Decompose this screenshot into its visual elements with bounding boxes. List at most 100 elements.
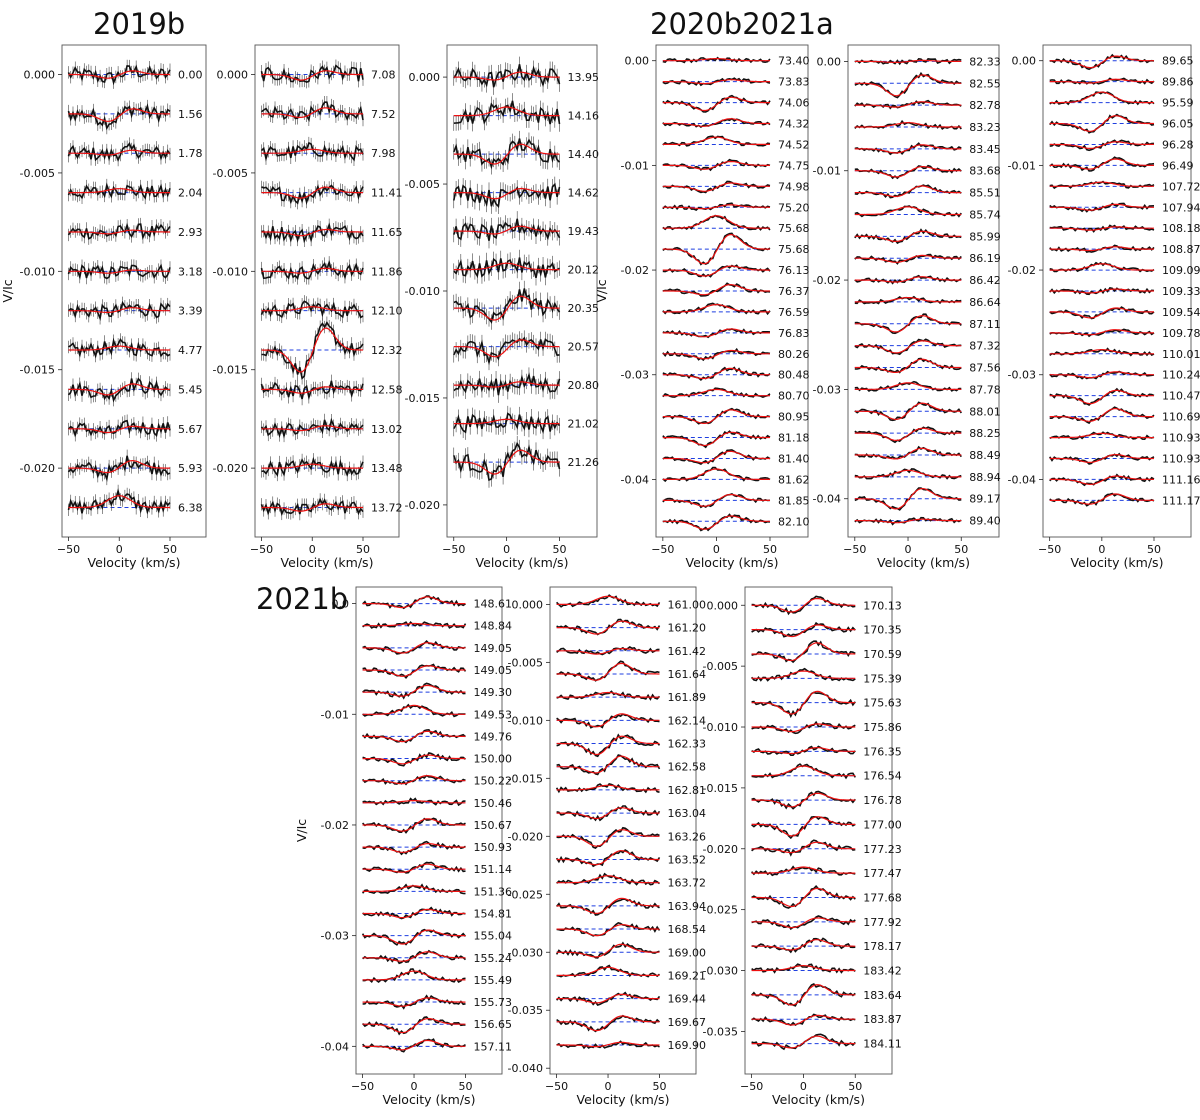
- profile-13.72: 13.72: [260, 493, 403, 521]
- profile-12.58: 12.58: [260, 374, 403, 406]
- profile-label: 163.52: [668, 853, 707, 866]
- profile-label: 175.39: [863, 672, 902, 685]
- observed-profile: [854, 99, 962, 110]
- y-tick-label: -0.005: [405, 178, 440, 191]
- model-fit: [261, 425, 363, 432]
- x-axis-label: Velocity (km/s): [383, 1092, 476, 1107]
- profile-label: 169.00: [668, 946, 707, 959]
- profile-5.45: 5.45: [67, 372, 203, 407]
- y-tick-label: -0.04: [321, 1040, 349, 1053]
- profile-2.93: 2.93: [67, 217, 203, 245]
- profile-label: 109.78: [1162, 327, 1200, 340]
- profile-label: 88.49: [969, 449, 1001, 462]
- profile-86.19: 86.19: [854, 252, 1001, 265]
- model-fit: [1049, 263, 1154, 271]
- model-fit: [751, 670, 856, 679]
- profile-label: 86.19: [969, 252, 1001, 265]
- profile-label: 176.78: [863, 794, 902, 807]
- model-fit: [751, 747, 856, 755]
- y-tick-label: -0.01: [321, 708, 349, 721]
- y-tick-label: -0.015: [20, 364, 55, 377]
- model-fit: [662, 431, 770, 447]
- y-tick-label: -0.025: [508, 888, 543, 901]
- y-tick-label: -0.010: [20, 265, 55, 278]
- profile-168.54: 168.54: [556, 922, 706, 937]
- model-fit: [261, 267, 363, 274]
- observed-profile: [854, 71, 962, 99]
- model-fit: [1049, 288, 1154, 294]
- profile-label: 86.64: [969, 296, 1001, 309]
- observed-profile: [67, 141, 171, 162]
- observed-profile: [260, 380, 364, 401]
- profile-13.02: 13.02: [260, 413, 403, 443]
- observed-profile: [260, 259, 364, 281]
- profile-label: 3.39: [178, 305, 203, 318]
- profile-label: 11.65: [371, 226, 403, 239]
- model-fit: [362, 665, 466, 677]
- model-fit: [261, 148, 363, 154]
- profile-label: 80.95: [778, 411, 810, 424]
- model-fit: [556, 691, 660, 698]
- profile-111.17: 111.17: [1049, 492, 1200, 507]
- y-tick-label: -0.005: [703, 660, 738, 673]
- profile-76.13: 76.13: [662, 264, 810, 278]
- profile-label: 151.14: [474, 863, 513, 876]
- profile-label: 20.12: [568, 264, 600, 277]
- profile-149.30: 149.30: [362, 682, 513, 700]
- model-fit: [751, 1035, 856, 1049]
- model-fit: [362, 818, 466, 832]
- profile-107.94: 107.94: [1049, 201, 1200, 214]
- profile-label: 7.08: [371, 69, 396, 82]
- y-tick-label: 0.000: [707, 599, 739, 612]
- plot-frame: [1042, 44, 1192, 538]
- model-fit: [261, 186, 363, 199]
- model-fit: [68, 383, 170, 396]
- profile-label: 157.11: [474, 1040, 513, 1053]
- profile-label: 80.70: [778, 390, 810, 403]
- profile-label: 74.32: [778, 118, 810, 131]
- profile-162.14: 162.14: [556, 713, 706, 729]
- profile-label: 111.17: [1162, 494, 1200, 507]
- profile-label: 96.05: [1162, 118, 1194, 131]
- profile-label: 86.42: [969, 274, 1001, 287]
- profile-177.68: 177.68: [751, 885, 902, 909]
- profile-148.84: 148.84: [362, 620, 512, 633]
- profile-label: 76.37: [778, 285, 810, 298]
- observed-profile: [751, 915, 856, 931]
- x-axis-label: Velocity (km/s): [88, 555, 181, 570]
- profile-label: 81.62: [778, 473, 810, 486]
- profile-170.35: 170.35: [751, 621, 902, 638]
- observed-profile: [854, 142, 962, 156]
- profile-label: 20.35: [568, 302, 600, 315]
- x-tick-label: 50: [356, 543, 370, 556]
- profile-label: 110.93: [1162, 452, 1200, 465]
- model-fit: [854, 254, 962, 263]
- profile-label: 75.20: [778, 201, 810, 214]
- profile-86.64: 86.64: [854, 295, 1001, 309]
- model-fit: [662, 450, 770, 464]
- profile-96.49: 96.49: [1049, 156, 1194, 172]
- profile-label: 183.64: [863, 989, 902, 1002]
- profile-label: 87.56: [969, 362, 1001, 375]
- observed-profile: [261, 101, 364, 123]
- y-tick-label: -0.03: [1008, 369, 1036, 382]
- profile-150.00: 150.00: [362, 751, 513, 767]
- x-tick-label: 0: [713, 543, 720, 556]
- profile-label: 149.30: [474, 686, 513, 699]
- profile-label: 162.58: [668, 761, 707, 774]
- observed-profile: [453, 336, 560, 366]
- profile-184.11: 184.11: [751, 1033, 902, 1051]
- profile-label: 20.57: [568, 341, 600, 354]
- profile-6.38: 6.38: [67, 484, 203, 520]
- model-fit: [362, 908, 466, 919]
- model-fit: [662, 160, 770, 170]
- profile-110.93: 110.93: [1049, 431, 1200, 445]
- profile-label: 150.00: [474, 753, 513, 766]
- profile-110.69: 110.69: [1049, 406, 1200, 425]
- profile-label: 74.06: [778, 97, 810, 110]
- observed-profile: [260, 141, 364, 162]
- model-fit: [854, 402, 962, 421]
- profile-170.59: 170.59: [751, 640, 902, 664]
- section-title: 2021b: [256, 582, 348, 616]
- y-tick-label: 0.00: [625, 55, 650, 68]
